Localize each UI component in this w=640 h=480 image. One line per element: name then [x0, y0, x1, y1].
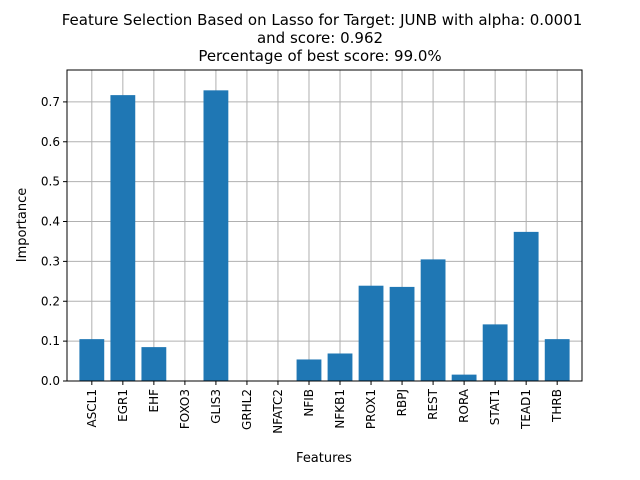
- bar-egr1: [110, 95, 136, 381]
- x-tick-label-thrb: THRB: [550, 389, 564, 423]
- chart-title-line-3: Percentage of best score: 99.0%: [198, 47, 442, 65]
- y-tick-label: 0.7: [41, 95, 60, 109]
- x-tick-label-egr1: EGR1: [116, 389, 130, 422]
- x-axis: ASCL1 EGR1 EHF FOXO3 GLIS3 GRHL2 NFATC2 NFIB NFK…: [85, 381, 564, 434]
- bars: [79, 90, 570, 381]
- x-tick-label-ascl1: ASCL1: [85, 389, 99, 428]
- x-tick-label-tead1: TEAD1: [519, 389, 533, 430]
- bar-glis3: [203, 90, 229, 381]
- x-tick-label-stat1: STAT1: [488, 389, 502, 425]
- bar-stat1: [482, 324, 508, 381]
- bar-ascl1: [79, 339, 105, 381]
- x-tick-label-nfkb1: NFKB1: [333, 389, 347, 429]
- bar-nfib: [296, 359, 322, 381]
- bar-tead1: [513, 231, 539, 381]
- y-tick-label: 0.1: [41, 334, 60, 348]
- bar-rora: [451, 374, 477, 381]
- x-tick-label-ehf: EHF: [147, 389, 161, 413]
- y-tick-label: 0.6: [41, 135, 60, 149]
- y-tick-label: 0.4: [41, 215, 60, 229]
- bar-rbpj: [389, 286, 415, 381]
- chart-title-line-2: and score: 0.962: [256, 29, 384, 47]
- bar-nfkb1: [327, 353, 353, 381]
- plot-frame: [66, 69, 583, 382]
- y-tick-label: 0.3: [41, 254, 60, 268]
- y-tick-label: 0.2: [41, 294, 60, 308]
- x-tick-label-glis3: GLIS3: [209, 389, 223, 424]
- bar-rest: [420, 259, 446, 381]
- x-tick-label-rest: REST: [426, 388, 440, 420]
- x-tick-label-grhl2: GRHL2: [240, 389, 254, 430]
- x-tick-label-prox1: PROX1: [364, 389, 378, 429]
- y-axis: 0.0 0.1 0.2 0.3 0.4 0.5 0.6 0.7: [41, 95, 67, 388]
- bar-thrb: [544, 339, 570, 381]
- y-axis-label: Importance: [15, 188, 30, 263]
- x-tick-label-rora: RORA: [457, 388, 471, 423]
- chart-title-line-1: Feature Selection Based on Lasso for Tar…: [61, 11, 583, 29]
- x-tick-label-nfib: NFIB: [302, 389, 316, 417]
- x-tick-label-nfatc2: NFATC2: [271, 389, 285, 434]
- y-tick-label: 0.5: [41, 175, 60, 189]
- bar-prox1: [358, 285, 384, 381]
- x-tick-label-rbpj: RBPJ: [395, 389, 409, 416]
- y-tick-label: 0.0: [41, 374, 60, 388]
- x-tick-label-foxo3: FOXO3: [178, 389, 192, 429]
- bar-ehf: [141, 347, 167, 381]
- x-axis-label: Features: [296, 451, 352, 466]
